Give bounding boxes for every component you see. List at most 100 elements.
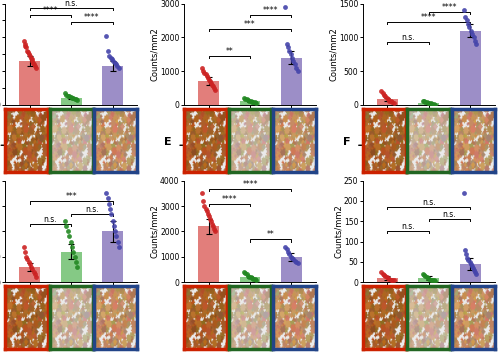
Point	[210, 85, 218, 91]
Point	[282, 41, 290, 47]
Point	[204, 211, 212, 216]
Point	[470, 35, 478, 40]
Bar	[377, 100, 398, 105]
Point	[27, 264, 35, 270]
Text: CD45RO: CD45RO	[224, 140, 276, 150]
Text: ****: ****	[263, 6, 278, 15]
Point	[108, 219, 116, 224]
Point	[70, 254, 78, 259]
Point	[110, 58, 118, 64]
Point	[106, 55, 114, 60]
Point	[240, 95, 248, 101]
Point	[200, 68, 207, 74]
Bar	[418, 103, 439, 105]
Point	[252, 277, 260, 283]
Point	[20, 41, 28, 47]
Point	[288, 255, 296, 261]
Point	[466, 24, 473, 30]
Point	[469, 265, 477, 271]
Point	[426, 276, 434, 282]
Point	[471, 38, 479, 43]
Point	[286, 48, 294, 54]
Text: ****: ****	[43, 6, 59, 15]
Point	[380, 92, 388, 97]
Point	[286, 254, 294, 259]
Point	[248, 275, 256, 281]
Point	[252, 100, 260, 106]
Text: n.s.: n.s.	[85, 205, 98, 214]
Bar	[61, 98, 82, 105]
Bar	[198, 226, 219, 282]
Text: ***: ***	[244, 19, 256, 29]
Point	[431, 102, 439, 107]
Point	[70, 96, 78, 102]
Point	[424, 100, 432, 106]
Point	[31, 271, 39, 277]
Point	[112, 234, 120, 239]
Point	[62, 223, 70, 229]
Point	[105, 53, 113, 59]
Text: FoxP3: FoxP3	[410, 140, 448, 150]
Text: CD20: CD20	[55, 140, 88, 150]
Point	[250, 99, 258, 105]
Point	[32, 65, 40, 71]
Point	[246, 275, 254, 280]
Point	[428, 277, 436, 283]
Point	[68, 244, 76, 250]
Point	[427, 101, 435, 106]
Point	[251, 277, 259, 282]
Point	[292, 259, 300, 265]
Point	[68, 95, 76, 101]
Point	[294, 260, 302, 266]
Y-axis label: Counts/mm2: Counts/mm2	[150, 204, 158, 258]
Point	[284, 249, 292, 255]
Point	[200, 70, 208, 76]
Point	[241, 270, 249, 276]
Point	[66, 239, 74, 244]
Point	[462, 14, 469, 20]
Point	[426, 100, 434, 106]
Point	[472, 271, 480, 277]
Point	[108, 211, 116, 216]
Point	[388, 99, 396, 105]
Point	[382, 273, 390, 279]
Point	[198, 191, 206, 196]
Point	[22, 43, 30, 49]
Point	[378, 90, 386, 96]
Bar	[102, 231, 123, 282]
Bar	[20, 267, 40, 282]
Point	[468, 263, 476, 269]
Point	[108, 56, 116, 62]
Bar	[102, 66, 123, 105]
Point	[24, 256, 32, 262]
Point	[204, 75, 212, 80]
Bar	[198, 81, 219, 105]
Point	[26, 262, 34, 267]
Point	[380, 272, 388, 277]
Point	[209, 223, 217, 229]
Point	[248, 99, 256, 104]
Point	[378, 271, 386, 277]
Point	[211, 87, 219, 92]
Point	[460, 190, 468, 196]
Point	[294, 68, 302, 74]
Text: F: F	[342, 137, 350, 147]
Point	[72, 259, 80, 265]
Point	[291, 258, 299, 263]
Bar	[240, 277, 260, 282]
Point	[114, 239, 122, 244]
Point	[251, 100, 259, 105]
Point	[22, 254, 30, 259]
Text: ****: ****	[84, 13, 100, 22]
Point	[202, 73, 210, 79]
Point	[288, 55, 296, 60]
Point	[206, 80, 214, 86]
Point	[390, 277, 398, 283]
Point	[386, 276, 394, 282]
Point	[464, 255, 471, 261]
Point	[72, 97, 80, 102]
Text: ***: ***	[66, 192, 77, 202]
Point	[24, 259, 32, 265]
Text: ****: ****	[242, 180, 258, 189]
Point	[427, 277, 435, 282]
